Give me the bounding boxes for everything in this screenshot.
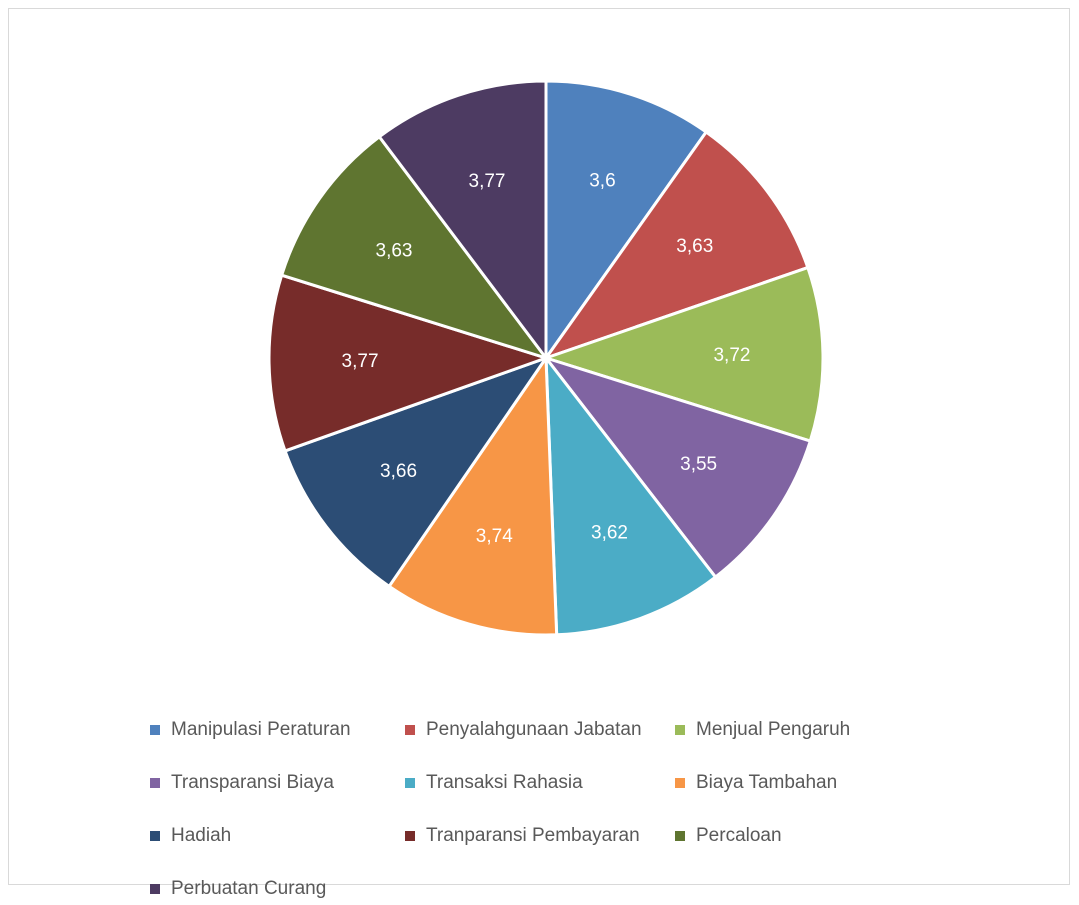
data-label-2: 3,72 [713,345,750,366]
legend-item-6: Hadiah [150,820,405,852]
legend-label-3: Transparansi Biaya [171,772,334,793]
data-labels: 3,6 3,63 3,72 3,55 3,62 3,74 3,66 3,77 3,63 3,77 [342,170,751,547]
legend-item-4: Transaksi Rahasia [405,767,675,799]
legend-item-5: Biaya Tambahan [675,767,895,799]
legend-label-8: Percaloan [696,825,782,846]
legend: Manipulasi Peraturan Penyalahgunaan Jabat… [150,714,895,905]
pie-slice-1 [544,130,810,360]
data-label-7: 3,77 [342,351,379,372]
data-label-8: 3,63 [376,240,413,261]
pie-slice-6 [283,356,548,588]
data-label-5: 3,74 [476,526,513,547]
legend-label-4: Transaksi Rahasia [426,772,583,793]
legend-item-1: Penyalahgunaan Jabatan [405,714,675,746]
legend-item-9: Perbuatan Curang [150,873,405,905]
legend-label-9: Perbuatan Curang [171,878,327,899]
legend-label-5: Biaya Tambahan [696,772,838,793]
legend-label-7: Tranparansi Pembayaran [426,825,640,846]
pie-slice-4 [544,356,717,637]
data-label-3: 3,55 [680,454,717,475]
data-label-4: 3,62 [591,522,628,543]
data-label-9: 3,77 [469,171,506,192]
legend-item-2: Menjual Pengaruh [675,714,895,746]
pie-slice-3 [544,356,812,579]
legend-swatch-9 [150,884,160,894]
legend-swatch-7 [405,831,415,841]
data-label-1: 3,63 [676,236,713,257]
legend-label-2: Menjual Pengaruh [696,719,851,740]
legend-swatch-1 [405,725,415,735]
legend-item-3: Transparansi Biaya [150,767,405,799]
legend-swatch-8 [675,831,685,841]
pie-slice-8 [280,135,548,360]
pie-slice-7 [267,273,548,453]
legend-swatch-6 [150,831,160,841]
legend-label-1: Penyalahgunaan Jabatan [426,719,642,740]
pie-slice-9 [377,79,548,360]
pie-slice-5 [387,356,559,637]
legend-swatch-3 [150,778,160,788]
legend-swatch-2 [675,725,685,735]
legend-item-7: Tranparansi Pembayaran [405,820,675,852]
legend-swatch-4 [405,778,415,788]
data-label-6: 3,66 [380,461,417,482]
legend-swatch-0 [150,725,160,735]
pie-slices [267,79,825,637]
pie-slice-2 [544,266,825,443]
data-label-0: 3,6 [589,170,615,191]
legend-label-6: Hadiah [171,825,232,846]
legend-swatch-5 [675,778,685,788]
pie-slice-0 [544,79,708,360]
legend-item-8: Percaloan [675,820,895,852]
legend-label-0: Manipulasi Peraturan [171,719,351,740]
legend-item-0: Manipulasi Peraturan [150,714,405,746]
